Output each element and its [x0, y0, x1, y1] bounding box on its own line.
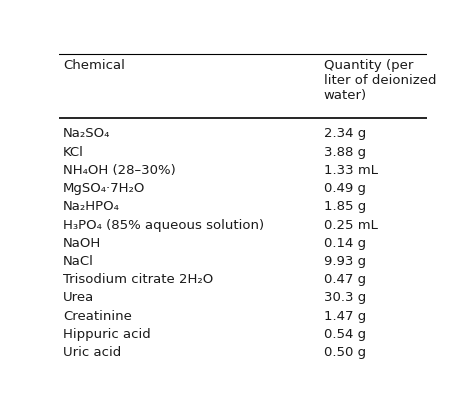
Text: MgSO₄·7H₂O: MgSO₄·7H₂O	[63, 182, 146, 195]
Text: 3.88 g: 3.88 g	[324, 146, 366, 159]
Text: NaCl: NaCl	[63, 255, 94, 268]
Text: Trisodium citrate 2H₂O: Trisodium citrate 2H₂O	[63, 273, 213, 286]
Text: 0.50 g: 0.50 g	[324, 346, 366, 359]
Text: Creatinine: Creatinine	[63, 310, 132, 323]
Text: 0.49 g: 0.49 g	[324, 182, 366, 195]
Text: 1.33 mL: 1.33 mL	[324, 164, 378, 177]
Text: Na₂HPO₄: Na₂HPO₄	[63, 200, 120, 214]
Text: H₃PO₄ (85% aqueous solution): H₃PO₄ (85% aqueous solution)	[63, 218, 264, 232]
Text: 0.25 mL: 0.25 mL	[324, 218, 378, 232]
Text: 0.14 g: 0.14 g	[324, 237, 366, 250]
Text: Urea: Urea	[63, 292, 94, 304]
Text: 9.93 g: 9.93 g	[324, 255, 366, 268]
Text: NaOH: NaOH	[63, 237, 101, 250]
Text: Chemical: Chemical	[63, 59, 125, 72]
Text: Hippuric acid: Hippuric acid	[63, 328, 151, 341]
Text: Na₂SO₄: Na₂SO₄	[63, 128, 110, 140]
Text: 0.47 g: 0.47 g	[324, 273, 366, 286]
Text: 2.34 g: 2.34 g	[324, 128, 366, 140]
Text: 1.85 g: 1.85 g	[324, 200, 366, 214]
Text: 1.47 g: 1.47 g	[324, 310, 366, 323]
Text: Uric acid: Uric acid	[63, 346, 121, 359]
Text: Quantity (per
liter of deionized
water): Quantity (per liter of deionized water)	[324, 59, 436, 102]
Text: KCl: KCl	[63, 146, 84, 159]
Text: 0.54 g: 0.54 g	[324, 328, 366, 341]
Text: 30.3 g: 30.3 g	[324, 292, 366, 304]
Text: NH₄OH (28–30%): NH₄OH (28–30%)	[63, 164, 176, 177]
